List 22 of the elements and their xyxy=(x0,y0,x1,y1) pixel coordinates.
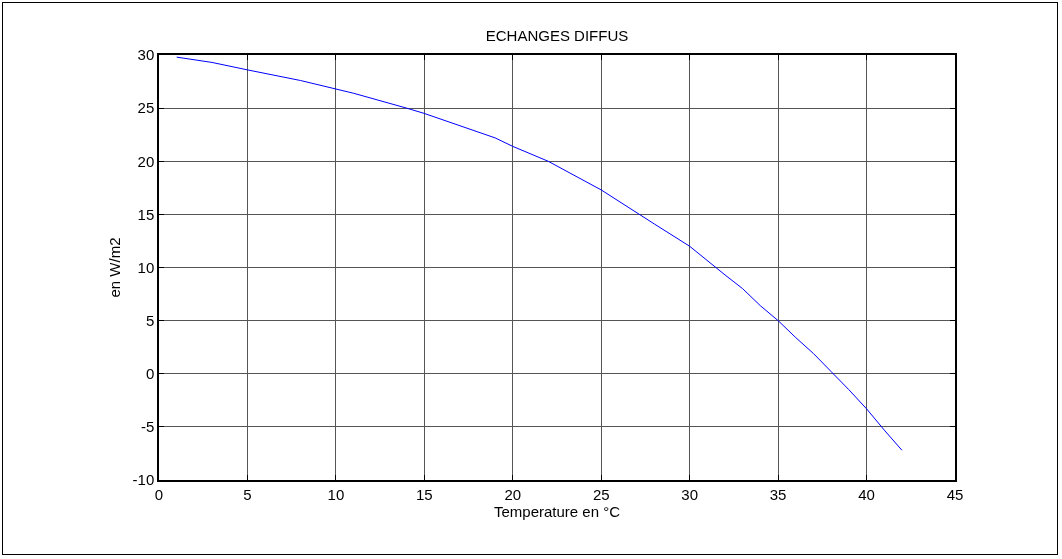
chart-title: ECHANGES DIFFUS xyxy=(485,27,629,45)
x-tick-label: 5 xyxy=(243,485,252,503)
y-tick-label: 5 xyxy=(145,311,155,329)
x-tick-label: 20 xyxy=(504,485,522,503)
y-tick-label: 0 xyxy=(145,365,155,382)
y-tick-label: -10 xyxy=(132,471,155,489)
y-tick-label: 15 xyxy=(137,205,155,223)
y-tick-label: 10 xyxy=(137,258,155,276)
x-tick-label: 15 xyxy=(415,485,433,503)
x-tick-label: 35 xyxy=(769,485,787,503)
y-tick-label: -5 xyxy=(140,418,155,436)
x-tick-label: 45 xyxy=(946,485,964,503)
line-series xyxy=(176,56,903,451)
y-tick-label: 20 xyxy=(137,152,155,170)
x-tick-label: 30 xyxy=(681,485,699,503)
x-tick-label: 25 xyxy=(592,485,610,503)
x-axis-title: Temperature en °C xyxy=(493,502,621,520)
y-axis-title: en W/m2 xyxy=(106,237,124,298)
y-tick-label: 30 xyxy=(137,46,155,64)
y-tick-label: 25 xyxy=(137,99,155,117)
x-tick-label: 40 xyxy=(858,485,875,503)
x-tick-label: 10 xyxy=(327,485,345,503)
